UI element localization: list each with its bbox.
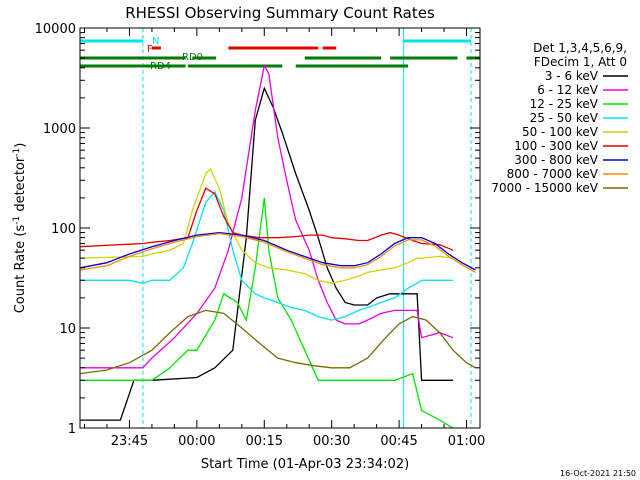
y-tick-label: 1000	[43, 122, 76, 137]
x-tick-label: 00:30	[313, 434, 350, 449]
series-line-5	[80, 187, 454, 251]
legend-entry-label-8: 7000 - 15000 keV	[491, 181, 598, 195]
x-axis: 23:45 00:00 00:15 00:30 00:45 01:00	[83, 28, 485, 449]
flare-flag-label: F	[147, 44, 153, 55]
x-axis-label: Start Time (01-Apr-03 23:34:02)	[201, 457, 409, 472]
y-axis: 1 10 100 1000 10000	[35, 22, 480, 437]
series-line-0	[80, 86, 453, 421]
series-line-4	[80, 167, 454, 284]
y-axis-label: Count Rate (s-1 detector-1)	[12, 143, 28, 314]
series-line-2	[80, 197, 454, 428]
series-layer	[80, 63, 476, 428]
legend-header-line-1: Det 1,3,4,5,6,9,	[533, 41, 627, 55]
legend-entry-label-6: 300 - 800 keV	[514, 153, 598, 167]
x-tick-label: 00:00	[178, 434, 215, 449]
x-tick-label: 00:45	[380, 434, 417, 449]
series-line-1	[80, 63, 454, 369]
footer-date: 16-Oct-2021 21:50	[560, 469, 636, 478]
y-tick-label: 10000	[35, 22, 76, 37]
legend-entry-label-2: 12 - 25 keV	[530, 97, 599, 111]
chart-title: RHESSI Observing Summary Count Rates	[125, 4, 435, 22]
rd4-flag-label: RD4	[150, 61, 171, 72]
series-line-6	[80, 231, 476, 271]
night-flag-label: N	[152, 36, 159, 47]
series-line-3	[80, 190, 453, 321]
x-tick-label: 00:15	[246, 434, 283, 449]
legend-entry-label-7: 800 - 7000 keV	[507, 167, 599, 181]
legend-entry-label-5: 100 - 300 keV	[514, 139, 598, 153]
series-line-7	[80, 232, 476, 273]
x-tick-label: 23:45	[111, 434, 148, 449]
legend-entry-label-3: 25 - 50 keV	[530, 111, 599, 125]
legend-entry-label-0: 3 - 6 keV	[545, 69, 599, 83]
legend-entry-label-4: 50 - 100 keV	[522, 125, 599, 139]
series-line-8	[80, 309, 476, 375]
legend-entry-label-1: 6 - 12 keV	[537, 83, 599, 97]
status-flags: NF RD0 RD4	[80, 28, 480, 428]
y-tick-label: 1	[68, 422, 76, 437]
x-tick-label: 01:00	[448, 434, 485, 449]
legend-header-line-2: FDecim 1, Att 0	[534, 55, 627, 69]
y-tick-label: 100	[51, 222, 76, 237]
legend: Det 1,3,4,5,6,9, FDecim 1, Att 0 3 - 6 k…	[491, 41, 628, 195]
rd0-flag-label: RD0	[182, 52, 203, 63]
y-tick-label: 10	[59, 322, 76, 337]
